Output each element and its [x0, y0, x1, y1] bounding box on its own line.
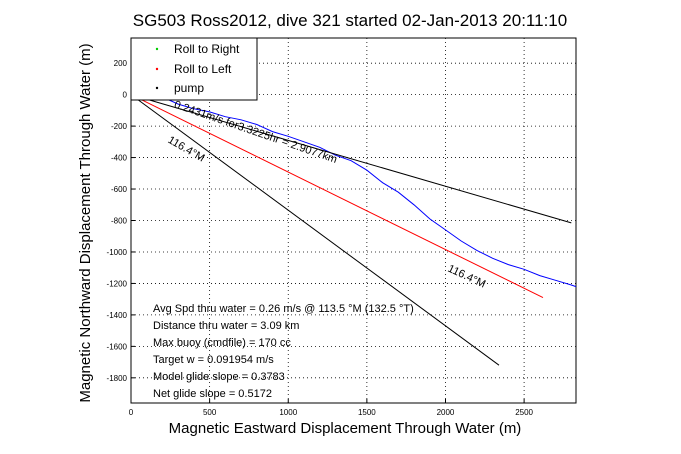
annotation-1: 116.4°M [166, 134, 207, 165]
y-tick-label: -200 [111, 122, 128, 131]
legend-marker-pump [155, 86, 159, 90]
legend-marker-roll-left [155, 67, 159, 71]
y-tick-label: -600 [111, 185, 128, 194]
x-axis-ticks: 0 500 1000 1500 2000 2500 [129, 399, 534, 417]
y-tick-label: 200 [114, 59, 128, 68]
y-tick-label: -1200 [107, 279, 128, 288]
legend-label-pump: pump [174, 81, 204, 95]
series-line-0 [130, 92, 577, 288]
y-tick-label: -400 [111, 154, 128, 163]
series-line-1 [130, 94, 544, 299]
summary-line: Avg Spd thru water = 0.26 m/s @ 113.5 °M… [153, 303, 414, 315]
y-tick-label: 0 [123, 91, 128, 100]
x-tick-label: 0 [129, 408, 134, 417]
legend-label-roll-left: Roll to Left [174, 62, 232, 76]
summary-line: Net glide slope = 0.5172 [153, 388, 272, 400]
y-tick-label: -800 [111, 217, 128, 226]
x-tick-label: 500 [203, 408, 217, 417]
y-tick-label: -1400 [107, 311, 128, 320]
y-axis-label: Magnetic Northward Displacement Through … [77, 43, 94, 402]
summary-text: Avg Spd thru water = 0.26 m/s @ 113.5 °M… [153, 303, 414, 400]
y-tick-label: -1600 [107, 342, 128, 351]
x-tick-label: 1500 [358, 408, 376, 417]
legend: Roll to Right Roll to Left pump [130, 37, 258, 101]
x-tick-label: 2500 [515, 408, 533, 417]
x-axis-label: Magnetic Eastward Displacement Through W… [169, 420, 522, 437]
x-tick-label: 1000 [279, 408, 297, 417]
summary-line: Distance thru water = 3.09 km [153, 320, 299, 332]
data-series [130, 92, 577, 366]
x-tick-label: 2000 [437, 408, 455, 417]
y-tick-label: -1800 [107, 374, 128, 383]
series-line-2 [130, 94, 572, 224]
chart-title: SG503 Ross2012, dive 321 started 02-Jan-… [133, 11, 567, 30]
summary-line: Target w = 0.091954 m/s [153, 354, 274, 366]
chart-annotations: 0.2431m/s for3.3225hr = 2.9077km116.4°M1… [166, 99, 488, 291]
summary-line: Max buoy (cmdfile) = 170 cc [153, 337, 291, 349]
legend-marker-roll-right [155, 47, 159, 51]
y-tick-label: -1000 [107, 248, 128, 257]
summary-line: Model glide slope = 0.3783 [153, 371, 285, 383]
legend-label-roll-right: Roll to Right [174, 42, 240, 56]
series-line-3 [130, 94, 500, 366]
legend-box [130, 37, 258, 101]
